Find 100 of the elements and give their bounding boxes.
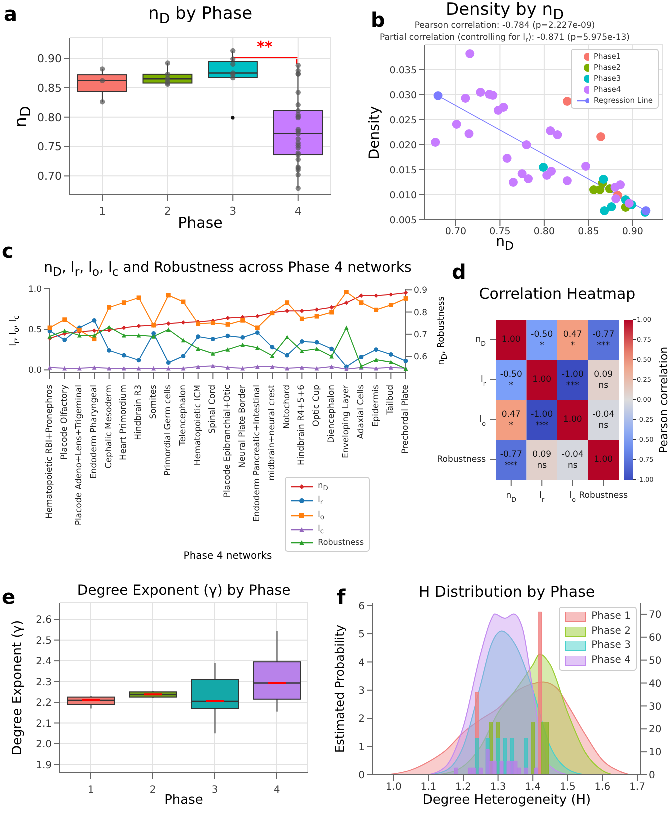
y-tick-label: 0.90 bbox=[38, 52, 62, 66]
y-tick-label: 0.035 bbox=[390, 65, 417, 76]
x-tick-label: Primordial Germ cells bbox=[164, 384, 174, 476]
x-tick-label: Hematopoietic RBI+Pronephros bbox=[45, 384, 55, 520]
y2-tick-label: 30 bbox=[649, 702, 662, 713]
y2-tick-label: 20 bbox=[649, 724, 662, 736]
y-tick-label: 0.85 bbox=[38, 82, 62, 95]
legend-label: Phase 1 bbox=[592, 610, 631, 624]
y-tick-label: n$_{D}$ bbox=[476, 335, 486, 348]
data-label: 0.09 ns bbox=[532, 450, 552, 471]
y-tick-label: 4 bbox=[358, 658, 365, 669]
y-tick-label: 2.4 bbox=[36, 656, 52, 668]
data-label: 0.47 * bbox=[563, 330, 582, 351]
y2-tick-label: 0 bbox=[649, 770, 656, 782]
x-tick-label: 1.6 bbox=[594, 782, 611, 794]
x-tick-label: Placode Epibranchial+Otic bbox=[223, 384, 233, 498]
x-tick-label: 2 bbox=[164, 205, 172, 218]
text: e bbox=[2, 585, 16, 609]
y2-tick-label: 70 bbox=[649, 610, 662, 622]
x-axis-title: Degree Heterogeneity (H) bbox=[422, 793, 592, 808]
legend-label: Phase 2 bbox=[592, 624, 631, 638]
y-tick-label: l$_{r}$ bbox=[481, 375, 486, 388]
chart-title: Degree Exponent (γ) by Phase bbox=[77, 583, 291, 599]
text: f bbox=[337, 585, 346, 609]
x-tick-label: Epidermis bbox=[371, 384, 382, 428]
y2-tick-label: 0.9 bbox=[414, 286, 428, 296]
y-tick-label: 1.9 bbox=[36, 760, 52, 772]
y-tick-label: 2.1 bbox=[36, 718, 52, 730]
data-label: 1.00 bbox=[594, 455, 614, 465]
data-label: -0.77 *** bbox=[592, 330, 615, 351]
data-label: 0.47 * bbox=[502, 410, 521, 431]
x-tick-label: Hematopoietic ICM bbox=[193, 385, 204, 466]
x-tick-label: Notochord bbox=[282, 385, 292, 430]
x-tick-label: 1.3 bbox=[490, 782, 506, 794]
y-tick-label: 0.70 bbox=[38, 170, 62, 184]
y-axis-title: Density bbox=[366, 106, 382, 160]
legend-label: l$_{c}$ bbox=[318, 522, 324, 538]
y-tick-label: 0 bbox=[358, 770, 365, 782]
x-tick-label: 1.5 bbox=[560, 782, 576, 794]
text: c bbox=[2, 239, 14, 263]
x-tick-label: 4 bbox=[274, 785, 280, 796]
y-tick-label: 3 bbox=[358, 686, 365, 697]
x-tick-label: 1 bbox=[88, 785, 94, 796]
x-tick-label: Cephalic Mesoderm bbox=[104, 385, 114, 469]
data-label: -1.00 *** bbox=[562, 370, 584, 391]
x-tick-label: Enveloping Layer bbox=[342, 384, 352, 459]
y2-tick-label: 40 bbox=[649, 678, 662, 690]
text: a bbox=[4, 2, 18, 26]
annotation: ** bbox=[257, 38, 273, 56]
x-tick-label: l$_{o}$ bbox=[570, 491, 576, 504]
x-tick-label: Prechordal Plate bbox=[401, 385, 411, 454]
data-label: -0.04 ns bbox=[592, 410, 615, 431]
y-tick-label: 0.020 bbox=[390, 140, 417, 152]
y2-tick-label: 60 bbox=[649, 632, 662, 644]
y-tick-label: 0.5 bbox=[28, 326, 42, 336]
y2-tick-label: 0.7 bbox=[414, 330, 428, 340]
y-tick-label: 2 bbox=[358, 714, 365, 726]
y-tick-label: 2.2 bbox=[36, 698, 52, 710]
chart-title: H Distribution by Phase bbox=[418, 583, 596, 601]
x-tick-label: Neural Plate Border bbox=[238, 384, 248, 468]
x-tick-label: n$_{D}$ bbox=[506, 491, 517, 504]
y2-tick-label: 0.6 bbox=[414, 352, 428, 363]
significance-bracket: ** bbox=[232, 40, 298, 64]
y-axis-title: Estimated Probability bbox=[333, 625, 347, 753]
y-tick-label: 2.5 bbox=[36, 636, 52, 647]
y-tick-label: 0.0 bbox=[28, 366, 42, 376]
y-tick-label: 1 bbox=[358, 742, 365, 754]
x-tick-label: Placode Olfactory bbox=[60, 385, 70, 460]
x-tick-label: 3 bbox=[212, 785, 218, 796]
y-tick-label: 6 bbox=[358, 601, 365, 612]
x-tick-label: Heart Primordium bbox=[119, 385, 130, 460]
x-tick-label: l$_{r}$ bbox=[540, 491, 545, 504]
y-tick-label: 0.030 bbox=[390, 90, 417, 102]
x-tick-label: Spinal Cord bbox=[208, 385, 218, 434]
y-tick-label: 2.3 bbox=[36, 677, 52, 688]
x-tick-label: Endoderm Pharyngeal bbox=[90, 385, 100, 480]
y-tick-label: 0.005 bbox=[390, 215, 417, 226]
x-tick-label: Endoderm Pancreatic+Intestinal bbox=[252, 385, 263, 522]
x-tick-label: midbrain+neural crest bbox=[268, 384, 278, 481]
data-label: -0.50 * bbox=[531, 330, 554, 351]
data-label: 0.09 ns bbox=[594, 370, 614, 391]
x-tick-label: 0.80 bbox=[534, 226, 556, 238]
x-tick-label: 4 bbox=[294, 205, 302, 218]
y-tick-label: 0.015 bbox=[390, 165, 417, 176]
x-tick-label: 1.7 bbox=[630, 782, 646, 794]
y-tick-label: 0.010 bbox=[390, 190, 417, 202]
y-tick-label: 2.0 bbox=[36, 740, 52, 751]
x-axis-title: Phase bbox=[178, 214, 223, 232]
y-tick-label: 0.80 bbox=[38, 111, 62, 124]
chart-title: Correlation Heatmap bbox=[479, 285, 636, 303]
y-tick-label: 5 bbox=[358, 630, 365, 641]
text: d bbox=[452, 260, 466, 284]
chart-title: n$_{D}$, l$_{r}$, l$_{o}$, l$_{c}$ and Robustness across Phase 4 networks bbox=[44, 260, 412, 279]
color-bar-title: Pearson correlation bbox=[658, 346, 669, 454]
y-tick-label: 1.0 bbox=[28, 285, 42, 296]
x-tick-label: Robustness bbox=[579, 491, 629, 501]
x-tick-label: 2 bbox=[150, 785, 156, 796]
legend-label: Phase 4 bbox=[592, 654, 631, 668]
data-label: -0.04 ns bbox=[562, 450, 584, 471]
y2-tick-label: 0.8 bbox=[414, 308, 428, 318]
